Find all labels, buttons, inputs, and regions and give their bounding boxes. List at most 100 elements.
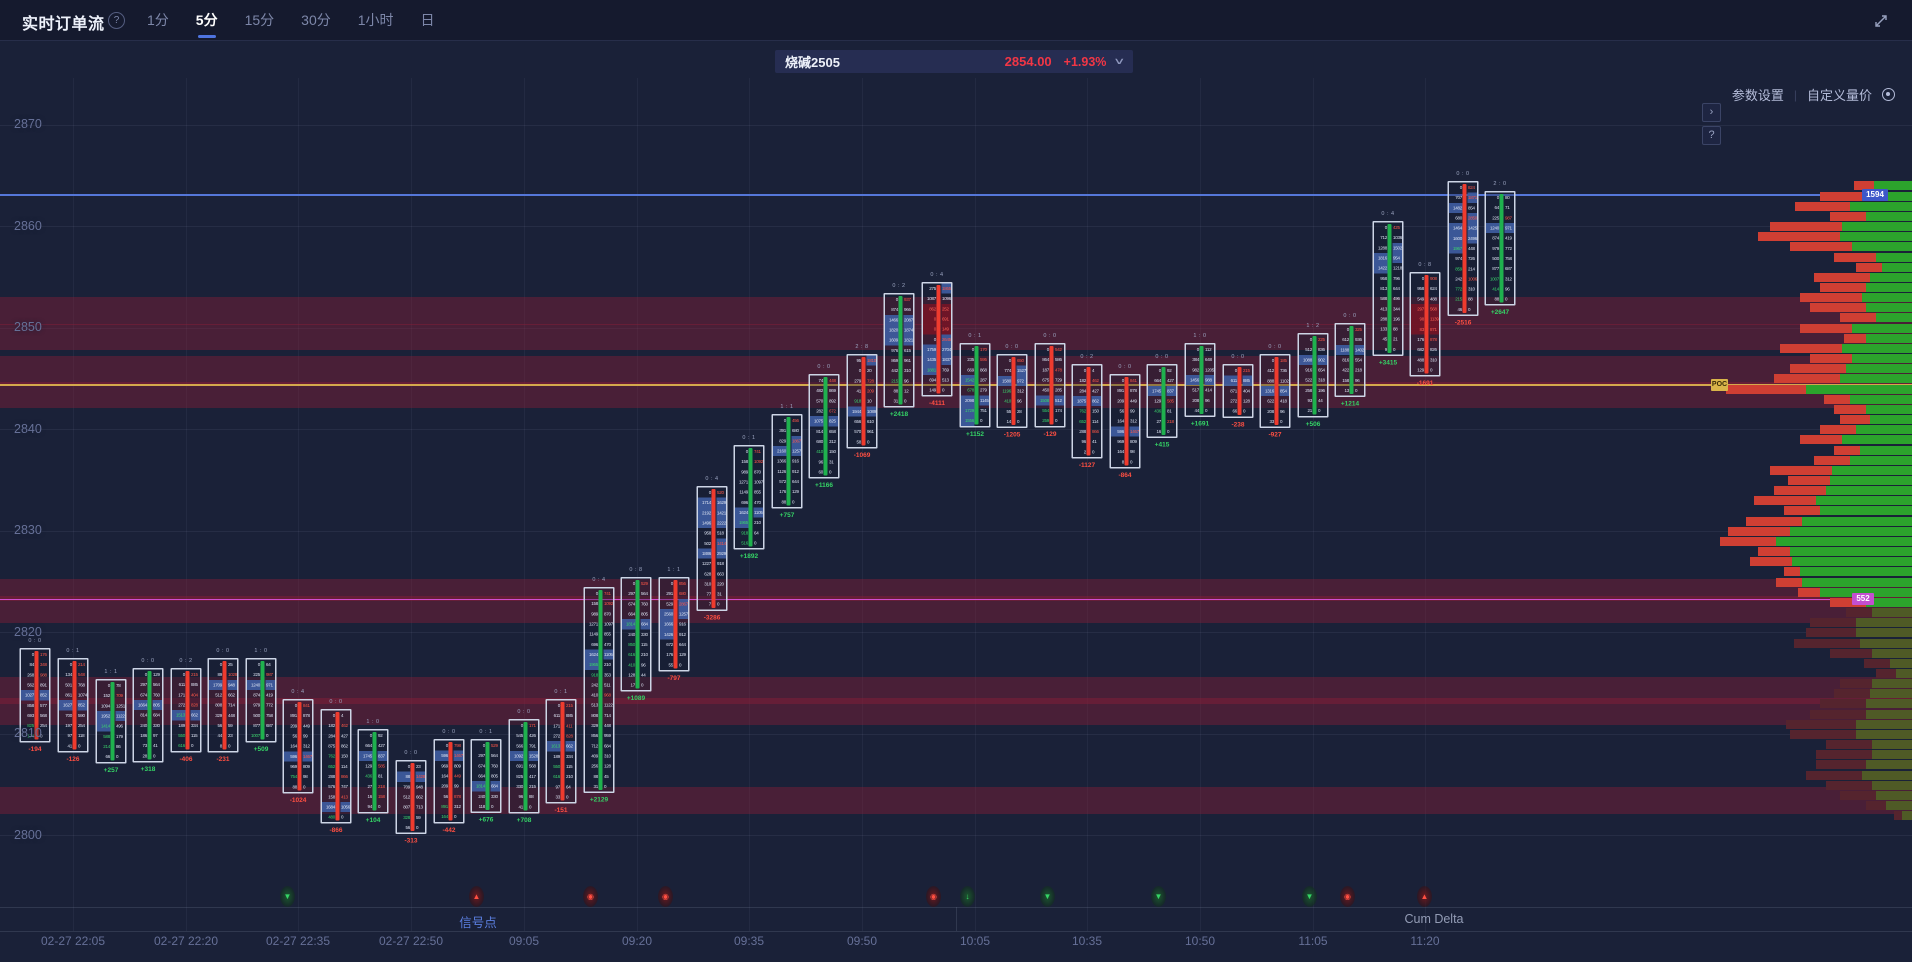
bid-volume-cell: 974 xyxy=(1455,255,1462,261)
footprint-candle[interactable]: 1 : 0 0 112 384 648 982 1205 1456 988 517 414 208 96… xyxy=(1183,330,1217,430)
footprint-candle[interactable]: 1 : 1 0 856 291 680 529 2867 2560 1257 1666 916 142… xyxy=(657,564,691,684)
signal-tri-down-icon[interactable]: ▼ xyxy=(280,886,295,907)
bid-volume-cell: 410 xyxy=(1004,398,1012,404)
footprint-candle[interactable]: 1 : 1 0 78 152 709 1094 1251 1952 1122 1414 496 588… xyxy=(94,666,128,776)
footprint-candle[interactable]: 0 : 0 0 92 664 427 1745 837 129 585 436 81 27 218 16 0… xyxy=(1145,351,1179,451)
footprint-candle[interactable]: 2 : 0 0 80 64 71 225 987 1240 971 874 419 979 772 500… xyxy=(1483,178,1517,319)
footprint-candle[interactable]: 0 : 0 0 4 182 462 284 427 875 862 762 150 652 114 288… xyxy=(319,696,353,837)
signal-section-label[interactable]: 信号点 xyxy=(459,916,497,930)
footprint-candle[interactable]: 0 : 0 0 542 864 586 187 478 675 729 450 285 1508 512… xyxy=(1033,330,1067,440)
footprint-candle[interactable]: 0 : 8 0 529 297 564 674 760 664 805 1814 684 240 330… xyxy=(619,564,653,705)
imbalance-count-label: 1 : 1 xyxy=(103,668,118,675)
profile-buy-bar xyxy=(1866,699,1912,709)
ask-volume-cell: 856 xyxy=(679,580,686,586)
footprint-candle[interactable]: 0 : 1 0 529 297 564 674 760 664 805 1814 684 240 330… xyxy=(469,726,503,826)
footprint-candle[interactable]: 0 : 1 0 214 134 548 501 768 861 1074 1627 852 700 59… xyxy=(56,645,90,765)
signal-tri-down-icon[interactable]: ▼ xyxy=(1302,886,1317,907)
volume-profile-row xyxy=(1820,699,1912,709)
bid-volume-cell: 409 xyxy=(591,753,598,759)
chevron-down-icon[interactable]: ∨ xyxy=(1113,56,1126,66)
signal-tri-up-icon[interactable]: ▲ xyxy=(1417,886,1432,907)
signal-arrow-down-icon[interactable]: ↓ xyxy=(960,886,975,907)
footprint-candle[interactable]: 0 : 0 0 129 297 564 674 760 1664 805 814 684 240 330… xyxy=(131,655,165,775)
footprint-candle[interactable]: 0 : 0 0 650 774 1527 1580 972 1196 312 410 96 55 28 1… xyxy=(995,341,1029,441)
profile-buy-bar xyxy=(1856,618,1912,628)
footprint-candle[interactable]: 0 : 0 0 176 84 348 268 988 562 891 1027 852 858 577 6… xyxy=(18,635,52,755)
footprint-candle[interactable]: 0 : 1 0 215 611 885 171 411 272 828 1613 662 189 334… xyxy=(544,686,578,817)
volume-profile-row xyxy=(1758,547,1912,557)
ask-volume-cell: 41 xyxy=(1092,438,1097,444)
footprint-candle[interactable]: 0 : 0 0 25 89 1028 1709 948 512 662 808 714 329 448 5… xyxy=(206,645,240,765)
footprint-candle[interactable]: 0 : 0 0 23 88 1428 709 948 512 662 807 713 328 59 56 0… xyxy=(394,747,428,847)
footprint-candle[interactable]: 0 : 0 0 325 612 936 1188 1402 816 554 422 218 158 96… xyxy=(1333,310,1367,410)
help-icon[interactable]: ? xyxy=(108,12,125,29)
bid-volume-cell: 570 xyxy=(816,398,824,404)
target-circle-icon[interactable] xyxy=(1882,88,1895,101)
footprint-candle[interactable]: 0 : 2 0 4 182 462 284 427 1875 862 762 150 652 114 28… xyxy=(1070,351,1104,471)
tab-5分[interactable]: 5分 xyxy=(196,0,218,40)
bid-volume-cell: 1482 xyxy=(1448,202,1463,213)
instrument-selector[interactable]: 烧碱2505 2854.00 +1.93% ∨ xyxy=(775,50,1133,73)
ask-volume-cell: 426 xyxy=(528,733,536,739)
footprint-candle[interactable]: 1 : 2 0 225 512 836 1088 902 916 654 522 318 258 196… xyxy=(1296,320,1330,430)
ask-volume-cell: 714 xyxy=(603,713,611,719)
footprint-candle[interactable]: 0 : 4 0 841 891 878 209 449 56 99 164 312 596 1467 96… xyxy=(281,686,315,806)
ask-volume-cell: 1218 xyxy=(1392,266,1402,272)
signal-dot-icon[interactable]: ◉ xyxy=(658,886,673,907)
ask-volume-cell: 196 xyxy=(1317,387,1325,393)
tab-1小时[interactable]: 1小时 xyxy=(357,12,394,28)
footprint-candle[interactable]: 0 : 4 0 741 158 1092 989 870 1271 1097 1149 855 696… xyxy=(582,574,616,806)
ask-volume-cell: 1074 xyxy=(77,692,87,698)
footprint-candle[interactable]: 0 : 4 0 520 1714 1629 2192 1421 1496 2222 958 518 5… xyxy=(695,473,729,624)
footprint-candle[interactable]: 0 : 0 74 448 482 869 570 892 282 672 1075 825 814 65… xyxy=(807,361,841,492)
signal-dot-icon[interactable]: ◉ xyxy=(583,886,598,907)
expand-panel-button[interactable]: › xyxy=(1702,103,1721,122)
footprint-candle[interactable]: 0 : 0 0 185 412 736 888 1102 1316 854 622 418 208 96… xyxy=(1258,341,1292,441)
tab-1分[interactable]: 1分 xyxy=(147,12,169,28)
signal-tri-up-icon[interactable]: ▲ xyxy=(469,886,484,907)
price-gridline xyxy=(0,429,1912,431)
imbalance-count-label: 2 : 8 xyxy=(855,343,869,350)
y-axis-label: 2850 xyxy=(14,320,42,335)
tab-日[interactable]: 日 xyxy=(420,12,435,28)
price-gridline xyxy=(0,835,1912,837)
settings-button[interactable]: 参数设置 xyxy=(1731,88,1784,103)
profile-buy-bar xyxy=(1806,384,1912,394)
bid-volume-cell: 41 xyxy=(67,743,72,749)
ask-volume-cell: 348 xyxy=(40,662,48,668)
footprint-candle[interactable]: 1 : 0 0 64 225 987 1240 971 874 419 979 772 500 758 8… xyxy=(244,645,278,755)
custom-volume-price-button[interactable]: 自定义量价 xyxy=(1806,88,1872,103)
footprint-candle[interactable]: 0 : 0 0 171 545 426 566 791 1092 1528 691 568 825 41… xyxy=(507,706,541,826)
footprint-candle[interactable]: 0 : 0 0 798 596 1467 969 809 164 449 209 99 56 878 89… xyxy=(432,726,466,836)
ask-volume-cell: 0 xyxy=(866,438,870,444)
footprint-candle[interactable]: 0 : 8 0 908 958 624 549 488 297 568 98 1139 83 871 17… xyxy=(1408,259,1442,390)
footprint-candle[interactable]: 0 : 1 0 741 158 1092 989 870 1271 1097 1149 855 696… xyxy=(732,432,766,563)
ask-volume-cell: 809 xyxy=(1129,438,1137,444)
footprint-candle[interactable]: 0 : 4 275 1865 1087 1096 862 252 0 691 0 149 0 2645 1… xyxy=(920,269,954,410)
footprint-candle[interactable]: 0 : 0 0 824 707 1871 1482 854 680 2850 1464 1425 16… xyxy=(1446,168,1480,329)
profile-buy-bar xyxy=(1886,801,1912,811)
signal-dot-icon[interactable]: ◉ xyxy=(926,886,941,907)
panel-help-button[interactable]: ? xyxy=(1702,126,1721,145)
footprint-candle[interactable]: 1 : 1 0 456 391 680 829 1867 2160 1257 1366 916 112… xyxy=(770,401,804,521)
tab-15分[interactable]: 15分 xyxy=(244,12,275,28)
footprint-candle[interactable]: 0 : 1 0 170 235 595 669 868 1542 287 678 279 2098 11… xyxy=(958,330,992,440)
delta-bar xyxy=(110,681,115,760)
time-gridline xyxy=(1425,78,1426,931)
signal-tri-down-icon[interactable]: ▼ xyxy=(1040,886,1055,907)
footprint-candle[interactable]: 0 : 2 0 215 611 885 171 404 272 828 1513 662 189 334… xyxy=(169,655,203,765)
footprint-candle[interactable]: 0 : 0 0 215 611 885 871 404 272 128 66 0 -238 xyxy=(1221,351,1255,431)
profile-sell-bar xyxy=(1840,415,1870,425)
footprint-candle[interactable]: 0 : 0 0 841 891 878 209 449 56 99 164 312 596 1467 96… xyxy=(1108,361,1142,481)
footprint-candle[interactable]: 0 : 2 0 937 874 966 1466 2087 1820 1874 1609 1821 9… xyxy=(882,280,916,421)
signal-tri-down-icon[interactable]: ▼ xyxy=(1151,886,1166,907)
cum-delta-section-label[interactable]: Cum Delta xyxy=(1404,912,1464,926)
footprint-candle[interactable]: 0 : 4 0 425 712 1036 1288 1502 1816 954 1422 1218 9… xyxy=(1371,208,1405,369)
bid-volume-cell: 1240 xyxy=(246,680,261,691)
footprint-candle[interactable]: 1 : 0 0 92 664 427 1745 837 129 585 436 81 27 218 16 1… xyxy=(356,716,390,826)
signal-dot-icon[interactable]: ◉ xyxy=(1340,886,1355,907)
footprint-candle[interactable]: 2 : 8 95 1810 0 20 279 728 41 209 918 10 1944 1089 65… xyxy=(845,341,879,461)
tab-30分[interactable]: 30分 xyxy=(301,12,331,28)
collapse-icon[interactable] xyxy=(1872,12,1890,35)
